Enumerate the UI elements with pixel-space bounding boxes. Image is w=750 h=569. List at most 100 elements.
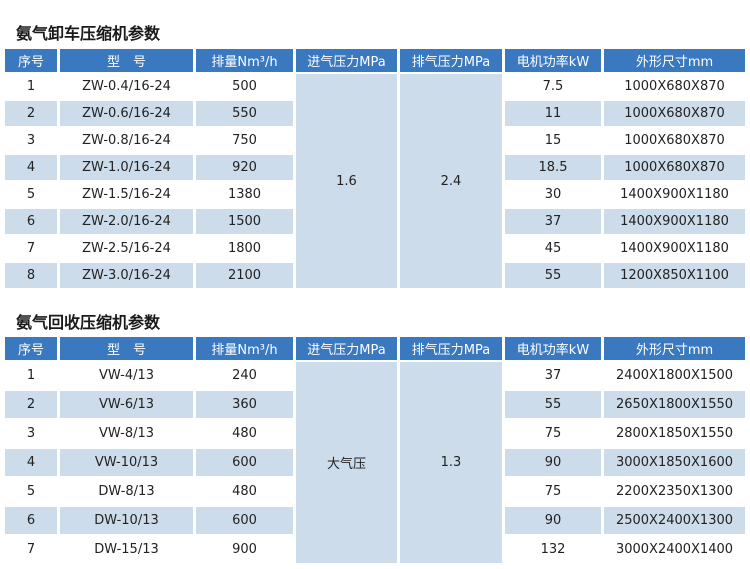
recovery-compressor-table: 序号型 号排量Nm³/h 进气压力MPa 排气压力MPa 电机功率kW 外形尺寸mm 1… bbox=[2, 335, 748, 565]
column-header: 序号 bbox=[5, 337, 57, 360]
motor-power: 15 bbox=[544, 133, 562, 148]
motor-power: 55 bbox=[505, 263, 601, 288]
displacement: 240 bbox=[232, 368, 257, 383]
dimensions: 2650X1800X1550 bbox=[604, 391, 745, 418]
table-row: 7 DW-15/13 900 132 3000X2400X1400 bbox=[5, 536, 745, 563]
model: ZW-2.0/16-24 bbox=[60, 209, 193, 234]
table-row: 6 DW-10/13 600 90 2500X2400X1300 bbox=[5, 507, 745, 534]
motor-power: 90 bbox=[505, 507, 601, 534]
outlet-pressure: 2.4 bbox=[400, 74, 502, 288]
motor-power: 75 bbox=[544, 426, 562, 441]
header-row: 序号型 号排量Nm³/h 进气压力MPa 排气压力MPa 电机功率kW 外形尺寸mm bbox=[5, 49, 745, 72]
displacement: 600 bbox=[196, 449, 293, 476]
model: DW-8/13 bbox=[98, 484, 155, 499]
model: VW-4/13 bbox=[98, 368, 155, 383]
dimensions: 1000X680X870 bbox=[624, 79, 725, 94]
column-header: 电机功率kW bbox=[505, 337, 601, 360]
model: ZW-0.8/16-24 bbox=[82, 133, 171, 148]
table-row: 4 ZW-1.0/16-24 920 18.5 1000X680X870 bbox=[5, 155, 745, 180]
table-row: 6 ZW-2.0/16-24 1500 37 1400X900X1180 bbox=[5, 209, 745, 234]
header-row: 序号型 号排量Nm³/h 进气压力MPa 排气压力MPa 电机功率kW 外形尺寸mm bbox=[5, 337, 745, 360]
dimensions: 2500X2400X1300 bbox=[604, 507, 745, 534]
outlet-pressure: 1.3 bbox=[400, 362, 502, 563]
table-row: 8 ZW-3.0/16-24 2100 55 1200X850X1100 bbox=[5, 263, 745, 288]
row-number: 7 bbox=[26, 542, 36, 557]
model: DW-10/13 bbox=[60, 507, 193, 534]
motor-power: 132 bbox=[540, 542, 566, 557]
dimensions: 3000X2400X1400 bbox=[615, 542, 734, 557]
table-row: 2 ZW-0.6/16-24 550 11 1000X680X870 bbox=[5, 101, 745, 126]
displacement: 360 bbox=[196, 391, 293, 418]
inlet-pressure: 大气压 bbox=[296, 362, 397, 563]
displacement: 920 bbox=[196, 155, 293, 180]
column-header: 型 号 bbox=[60, 337, 193, 360]
table-row: 5 DW-8/13 480 75 2200X2350X1300 bbox=[5, 478, 745, 505]
displacement: 2100 bbox=[196, 263, 293, 288]
column-header: 序号 bbox=[5, 49, 57, 72]
column-header: 电机功率kW bbox=[505, 49, 601, 72]
displacement: 500 bbox=[232, 79, 257, 94]
row-number: 1 bbox=[26, 368, 36, 383]
table-row: 5 ZW-1.5/16-24 1380 30 1400X900X1180 bbox=[5, 182, 745, 207]
displacement: 1500 bbox=[196, 209, 293, 234]
table-row: 3 ZW-0.8/16-24 750 15 1000X680X870 bbox=[5, 128, 745, 153]
row-number: 1 bbox=[26, 79, 36, 94]
model: DW-15/13 bbox=[94, 542, 159, 557]
row-number: 4 bbox=[5, 449, 57, 476]
table-row: 4 VW-10/13 600 90 3000X1850X1600 bbox=[5, 449, 745, 476]
column-header: 排量Nm³/h bbox=[196, 337, 293, 360]
row-number: 2 bbox=[5, 101, 57, 126]
inlet-pressure: 1.6 bbox=[296, 74, 397, 288]
displacement: 1800 bbox=[227, 241, 262, 256]
row-number: 5 bbox=[26, 484, 36, 499]
row-number: 6 bbox=[5, 507, 57, 534]
row-number: 3 bbox=[26, 426, 36, 441]
model: ZW-1.5/16-24 bbox=[82, 187, 171, 202]
table-row: 7 ZW-2.5/16-24 1800 45 1400X900X1180 bbox=[5, 236, 745, 261]
row-number: 4 bbox=[5, 155, 57, 180]
dimensions: 1400X900X1180 bbox=[620, 241, 729, 256]
displacement: 480 bbox=[232, 484, 257, 499]
row-number: 8 bbox=[5, 263, 57, 288]
column-header: 型 号 bbox=[60, 49, 193, 72]
dimensions: 1000X680X870 bbox=[604, 101, 745, 126]
model: VW-10/13 bbox=[60, 449, 193, 476]
row-number: 3 bbox=[26, 133, 36, 148]
motor-power: 37 bbox=[505, 209, 601, 234]
dimensions: 1000X680X870 bbox=[624, 133, 725, 148]
displacement: 550 bbox=[196, 101, 293, 126]
displacement: 480 bbox=[232, 426, 257, 441]
dimensions: 1400X900X1180 bbox=[620, 187, 729, 202]
displacement: 1380 bbox=[227, 187, 262, 202]
table-row: 1 VW-4/13 240 大气压 1.3 3 7 2400X1800X1500 bbox=[5, 362, 745, 563]
table-row: 3 VW-8/13 480 75 2800X1850X1550 bbox=[5, 420, 745, 447]
dimensions: 3000X1850X1600 bbox=[604, 449, 745, 476]
model: ZW-0.4/16-24 bbox=[82, 79, 171, 94]
motor-power: 30 bbox=[544, 187, 562, 202]
model: VW-8/13 bbox=[98, 426, 155, 441]
column-header: 外形尺寸mm bbox=[604, 49, 745, 72]
model: ZW-3.0/16-24 bbox=[60, 263, 193, 288]
dimensions: 2400X1800X1500 bbox=[615, 368, 734, 383]
displacement: 900 bbox=[232, 542, 257, 557]
displacement: 600 bbox=[196, 507, 293, 534]
column-header: 排气压力MPa bbox=[400, 337, 502, 360]
column-header: 进气压力MPa bbox=[296, 49, 397, 72]
unloading-compressor-table: 序号型 号排量Nm³/h 进气压力MPa 排气压力MPa 电机功率kW 外形尺寸mm 1… bbox=[2, 47, 748, 290]
motor-power: 7.5 bbox=[542, 79, 564, 94]
table2-title: 氨气回收压缩机参数 bbox=[16, 313, 161, 332]
row-number: 5 bbox=[26, 187, 36, 202]
dimensions: 1200X850X1100 bbox=[604, 263, 745, 288]
motor-power: 55 bbox=[505, 391, 601, 418]
motor-power: 45 bbox=[544, 241, 562, 256]
column-header: 外形尺寸mm bbox=[604, 337, 745, 360]
row-number: 2 bbox=[5, 391, 57, 418]
dimensions: 2200X2350X1300 bbox=[615, 484, 734, 499]
table-row: 1 ZW-0.4/16-24 500 1.6 2.4 7.5 1000X680X870 bbox=[5, 74, 745, 288]
dimensions: 2800X1850X1550 bbox=[615, 426, 734, 441]
table-row: 2 VW-6/13 360 55 2650X1800X1550 bbox=[5, 391, 745, 418]
dimensions: 1000X680X870 bbox=[604, 155, 745, 180]
row-number: 7 bbox=[26, 241, 36, 256]
column-header: 排量Nm³/h bbox=[196, 49, 293, 72]
displacement: 750 bbox=[232, 133, 257, 148]
